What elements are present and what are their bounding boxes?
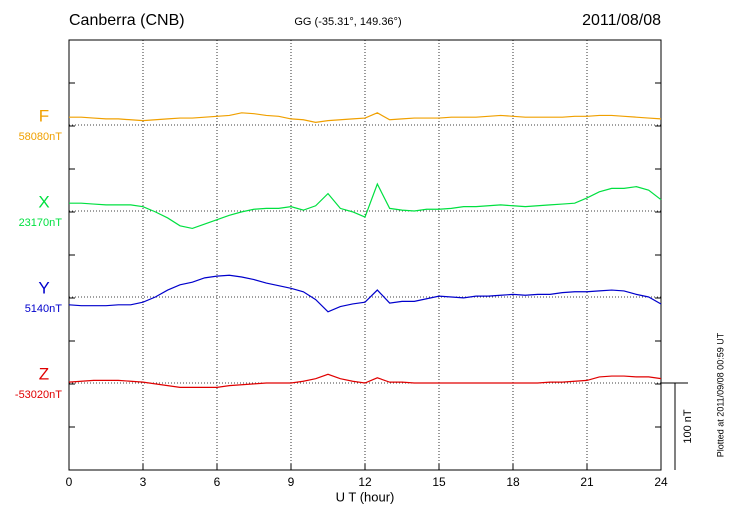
x-tick-label: 24	[654, 475, 668, 489]
x-tick-label: 18	[506, 475, 520, 489]
plot-frame	[68, 39, 662, 471]
chart-title: Canberra (CNB)	[69, 12, 185, 29]
series-line	[69, 182, 662, 230]
series-line	[69, 112, 662, 123]
series-name: Y	[38, 278, 49, 297]
chart-date: 2011/08/08	[582, 12, 661, 29]
series-name: Z	[39, 364, 49, 383]
series-base: 5140nT	[25, 303, 63, 315]
series-base: 23170nT	[19, 217, 63, 229]
x-tick-label: 12	[358, 475, 372, 489]
x-tick-label: 21	[580, 475, 594, 489]
x-tick-label: 9	[288, 475, 295, 489]
series-line	[68, 373, 662, 388]
footnote: Plotted at 2011/09/08 00:59 UT	[715, 332, 725, 457]
series-base: -53020nT	[15, 389, 62, 401]
series-name: F	[39, 106, 49, 125]
x-tick-label: 6	[214, 475, 221, 489]
x-axis-label: U T (hour)	[336, 489, 395, 504]
series-base: 58080nT	[19, 131, 63, 143]
chart-subtitle: GG (-35.31°, 149.36°)	[294, 16, 401, 28]
x-tick-label: 0	[66, 475, 73, 489]
series-line	[68, 274, 662, 313]
x-tick-label: 3	[140, 475, 147, 489]
x-tick-label: 15	[432, 475, 446, 489]
scale-bar-label: 100 nT	[682, 409, 694, 444]
series-name: X	[38, 192, 49, 211]
